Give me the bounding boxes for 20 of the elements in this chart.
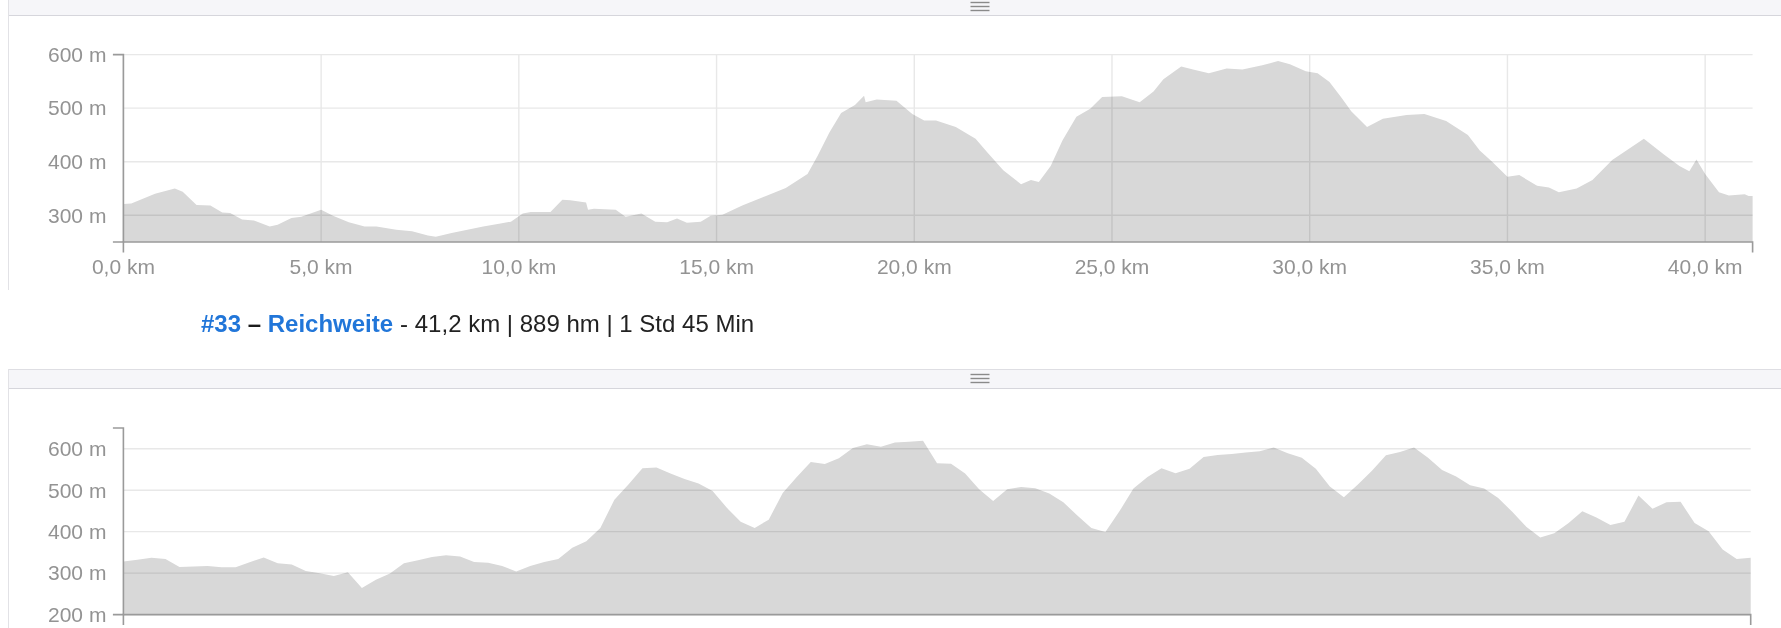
text: - 41,2 km | 889 hm | 1 Std 45 Min [400, 310, 755, 337]
y-tick-label: 200 m [48, 602, 107, 626]
y-tick-label: 500 m [48, 478, 107, 502]
x-tick-label: 5,0 km [289, 255, 353, 278]
x-tick-label: 10,0 km [481, 255, 557, 278]
y-tick-label: 300 m [48, 561, 107, 585]
x-tick-label: 30,0 km [1272, 255, 1348, 278]
text: #33 – Reichweite [201, 310, 394, 337]
y-tick-label: 600 m [48, 42, 107, 66]
x-tick-label: 35,0 km [1470, 255, 1545, 278]
y-tick-label: 300 m [48, 203, 107, 227]
x-tick-label: 15,0 km [679, 255, 754, 278]
x-tick-label: 20,0 km [876, 255, 952, 278]
y-tick-label: 400 m [48, 150, 107, 174]
x-tick-label: 0,0 km [91, 255, 155, 278]
y-tick-label: 400 m [48, 520, 107, 544]
x-tick-label: 25,0 km [1074, 255, 1150, 278]
y-tick-label: 500 m [48, 96, 107, 120]
y-tick-label: 600 m [48, 437, 107, 461]
x-tick-label: 40,0 km [1667, 255, 1743, 278]
